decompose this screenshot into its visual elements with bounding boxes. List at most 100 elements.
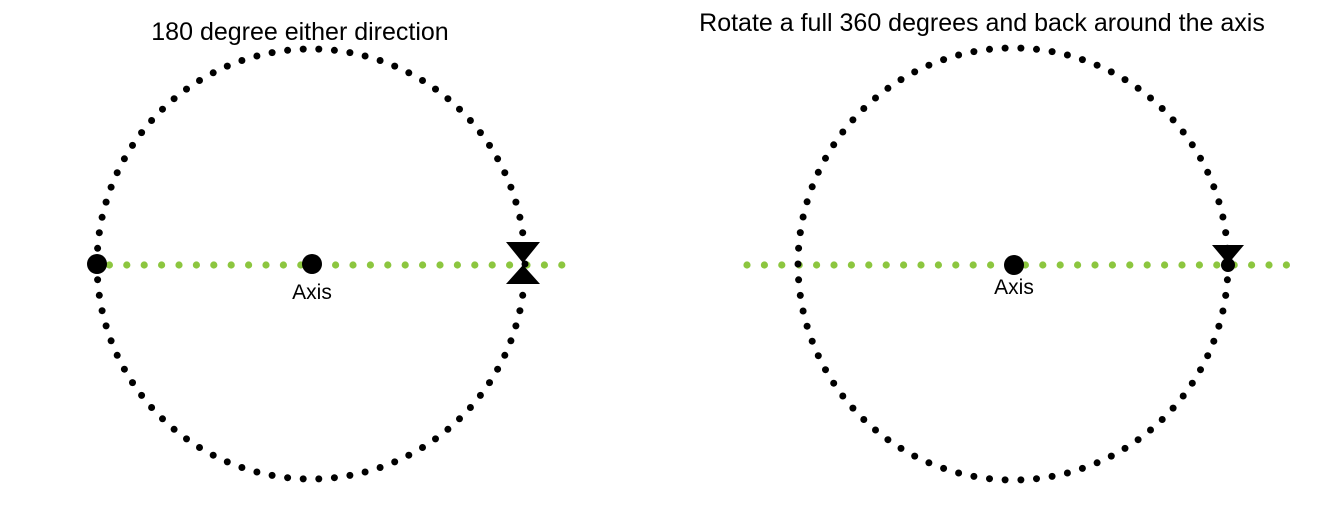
right-axis-line-dot: [743, 261, 751, 269]
right-axis-line-dot: [1056, 261, 1064, 269]
left-circle-dot: [253, 52, 261, 60]
right-circle-dot: [884, 436, 892, 444]
right-circle-dot: [808, 183, 816, 191]
right-circle-dot: [970, 472, 978, 480]
right-circle-dot: [1188, 379, 1196, 387]
left-circle-dot: [494, 365, 502, 373]
right-circle-dot: [796, 291, 804, 299]
left-circle-dot: [466, 404, 474, 411]
left-circle-dot: [94, 244, 102, 252]
right-dotted-circle: [794, 44, 1232, 484]
right-circle-dot: [1033, 475, 1040, 483]
right-circle-dot: [1197, 366, 1204, 374]
left-axis-line-dot: [210, 261, 218, 269]
left-axis-line-dot: [471, 261, 479, 269]
right-circle-dot: [830, 379, 838, 387]
right-axis-line-dot: [1091, 261, 1099, 269]
left-circle-dot: [507, 337, 515, 345]
right-circle-dot: [955, 51, 963, 59]
left-circle-dot: [284, 46, 292, 54]
right-axis-line-dot: [882, 261, 890, 269]
left-circle-dot: [129, 379, 136, 387]
left-center-axis-dot: [302, 254, 322, 274]
left-axis-line-dot: [262, 261, 270, 269]
right-circle-dot: [1158, 416, 1166, 423]
left-circle-dot: [183, 85, 190, 93]
left-circle-dot: [95, 291, 103, 299]
left-circle-dot: [361, 468, 369, 476]
right-circle-dot: [1204, 168, 1212, 176]
left-circle-dot: [299, 45, 307, 53]
right-circle-dot: [1078, 56, 1086, 64]
right-axis-line-dot: [830, 261, 838, 269]
left-circle-dot: [159, 105, 166, 113]
right-circle-dot: [814, 168, 822, 176]
right-circle-dot: [796, 229, 804, 237]
right-circle-dot: [795, 244, 803, 252]
left-circle-dot: [456, 415, 463, 423]
right-circle-dot: [911, 68, 919, 76]
left-circle-dot: [102, 322, 110, 330]
right-circle-dot: [1204, 352, 1212, 360]
left-circle-dot: [330, 46, 338, 54]
right-circle-dot: [1134, 84, 1142, 92]
right-circle-dot: [1169, 116, 1177, 124]
left-circle-dot: [476, 391, 484, 399]
right-axis-label: Axis: [994, 276, 1034, 299]
right-circle-dot: [1179, 128, 1187, 136]
left-circle-dot: [120, 365, 128, 373]
left-circle-dot: [113, 169, 121, 177]
left-circle-dot: [494, 155, 502, 163]
left-circle-dot: [170, 95, 178, 103]
left-circle-dot: [346, 471, 354, 479]
left-circle-dot: [419, 77, 426, 84]
left-axis-line-dot: [123, 261, 131, 269]
right-axis-line-dot: [778, 261, 786, 269]
left-circle-dot: [501, 351, 509, 359]
left-circle-dot: [98, 307, 106, 315]
left-circle-dot: [107, 183, 115, 191]
left-axis-line-dot: [332, 261, 340, 269]
right-axis-line-dot: [1248, 261, 1256, 269]
right-circle-dot: [803, 322, 811, 330]
left-circle-dot: [444, 425, 452, 433]
left-circle-dot: [361, 52, 369, 60]
left-circle-dot: [183, 435, 190, 443]
left-circle-dot: [120, 155, 128, 163]
left-dotted-circle: [93, 45, 529, 483]
right-axis-dotted-line: [743, 261, 1290, 269]
hourglass-icon: [506, 242, 540, 284]
right-circle-dot: [822, 154, 829, 162]
left-circle-dot: [159, 415, 166, 423]
left-axis-line-dot: [105, 261, 113, 269]
right-circle-dot: [860, 105, 868, 112]
right-axis-line-dot: [934, 261, 943, 269]
left-axis-line-dot: [436, 261, 444, 269]
right-circle-dot: [1093, 61, 1101, 69]
right-circle-dot: [839, 392, 847, 400]
right-circle-dot: [940, 464, 948, 472]
right-circle-dot: [1219, 307, 1227, 315]
down-triangle-icon: [1212, 245, 1244, 272]
left-circle-dot: [138, 391, 146, 399]
left-circle-dot: [432, 85, 439, 93]
right-axis-line-dot: [1265, 261, 1273, 269]
right-circle-dot: [925, 61, 933, 69]
right-circle-dot: [1134, 436, 1142, 444]
right-circle-dot: [1169, 404, 1177, 412]
left-axis-line-dot: [279, 261, 287, 269]
left-circle-dot: [238, 57, 246, 64]
right-circle-dot: [872, 426, 879, 434]
right-circle-dot: [849, 404, 857, 412]
left-axis-line-dot: [558, 261, 566, 269]
right-circle-dot: [1001, 44, 1009, 52]
right-axis-line-dot: [1039, 261, 1047, 269]
right-circle-dot: [1210, 337, 1218, 345]
right-circle-dot: [1107, 452, 1115, 460]
right-axis-line-dot: [969, 261, 977, 269]
left-axis-line-dot: [140, 261, 148, 269]
left-circle-dot: [391, 458, 399, 466]
panel-right-title: Rotate a full 360 degrees and back aroun…: [699, 9, 1265, 37]
left-circle-dot: [376, 464, 384, 471]
